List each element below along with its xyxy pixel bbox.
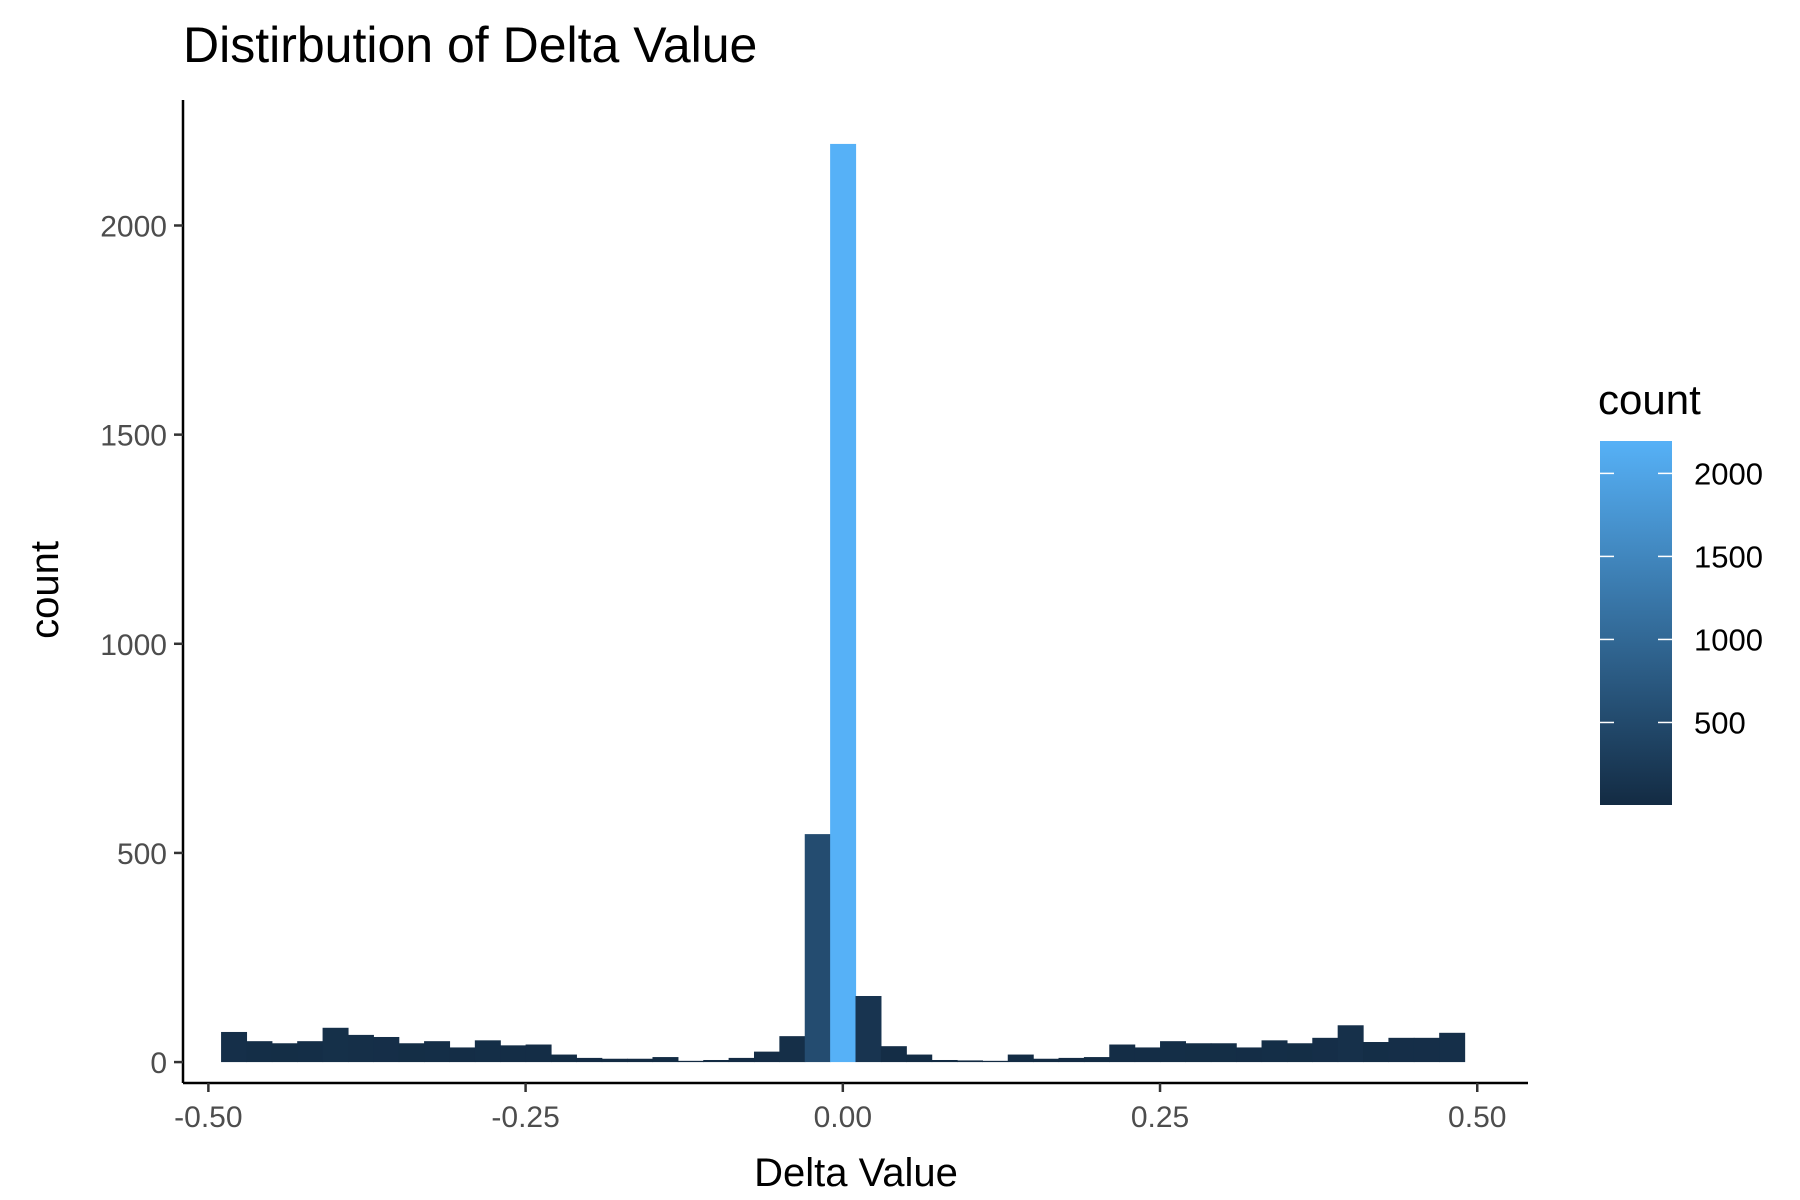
histogram-bar — [449, 1047, 476, 1063]
histogram-bar — [525, 1044, 552, 1063]
histogram-bar — [1058, 1057, 1085, 1063]
histogram-bar — [474, 1040, 501, 1063]
histogram-bar — [1236, 1047, 1263, 1063]
histogram-bar — [601, 1058, 628, 1063]
histogram-bar — [855, 995, 882, 1063]
histogram-bar — [703, 1059, 730, 1063]
legend-label: 2000 — [1694, 456, 1763, 491]
histogram-bar — [500, 1045, 527, 1063]
color-legend: count 500 1000 1500 2000 — [1598, 376, 1763, 805]
histogram-bar — [627, 1058, 654, 1063]
legend-colorbar — [1600, 441, 1672, 805]
histogram-bar — [398, 1043, 425, 1063]
histogram-bar — [424, 1041, 451, 1063]
histogram-bar — [779, 1036, 806, 1063]
bars-group — [221, 143, 1466, 1063]
histogram-bar — [830, 143, 857, 1063]
histogram-bar — [880, 1046, 907, 1063]
legend-label: 1000 — [1694, 622, 1763, 657]
histogram-bar — [373, 1036, 400, 1063]
y-tick-label: 0 — [150, 1047, 167, 1080]
histogram-bar — [728, 1057, 755, 1063]
histogram-bar — [1007, 1054, 1034, 1063]
histogram-bar — [221, 1031, 248, 1063]
y-axis-title: count — [23, 541, 67, 639]
histogram-bar — [982, 1060, 1009, 1063]
x-tick-label: -0.25 — [491, 1101, 559, 1134]
legend-title: count — [1598, 376, 1701, 423]
y-tick-label: 2000 — [100, 210, 167, 243]
histogram-bar — [1337, 1025, 1364, 1063]
histogram-bar — [1388, 1037, 1415, 1063]
histogram-bar — [1134, 1047, 1161, 1063]
histogram-bar — [1210, 1043, 1237, 1063]
y-tick-label: 1500 — [100, 420, 167, 453]
histogram-bar — [931, 1059, 958, 1063]
y-tick-label: 1000 — [100, 629, 167, 662]
histogram-bar — [1185, 1043, 1212, 1063]
histogram-bar — [1083, 1057, 1110, 1063]
x-axis-ticks: -0.50 -0.25 0.00 0.25 0.50 — [174, 1083, 1506, 1134]
x-tick-label: 0.50 — [1448, 1101, 1506, 1134]
histogram-bar — [652, 1057, 679, 1063]
x-tick-label: 0.00 — [814, 1101, 872, 1134]
legend-label: 500 — [1694, 705, 1746, 740]
legend-ticks: 500 1000 1500 2000 — [1600, 456, 1763, 740]
histogram-bar — [1033, 1058, 1060, 1063]
histogram-bar — [753, 1051, 780, 1063]
legend-label: 1500 — [1694, 539, 1763, 574]
histogram-bar — [1286, 1043, 1313, 1063]
histogram-bar — [906, 1054, 933, 1063]
histogram-bar — [1363, 1042, 1390, 1063]
x-tick-label: 0.25 — [1131, 1101, 1189, 1134]
x-tick-label: -0.50 — [174, 1101, 242, 1134]
histogram-bar — [1413, 1037, 1440, 1063]
histogram-bar — [1312, 1037, 1339, 1063]
histogram-bar — [1109, 1044, 1136, 1063]
x-axis-title: Delta Value — [754, 1151, 958, 1195]
histogram-bar — [347, 1034, 374, 1063]
histogram-bar — [271, 1043, 298, 1063]
histogram-bar — [576, 1057, 603, 1063]
histogram-bar — [1160, 1041, 1187, 1063]
histogram-bar — [804, 834, 831, 1063]
histogram-bar — [297, 1041, 324, 1063]
chart-title: Distirbution of Delta Value — [183, 17, 757, 73]
histogram-bar — [550, 1054, 577, 1063]
y-axis-ticks: 0 500 1000 1500 2000 — [100, 210, 183, 1080]
histogram-bar — [957, 1060, 983, 1063]
y-tick-label: 500 — [117, 838, 167, 871]
histogram-bar — [677, 1060, 704, 1063]
histogram-bar — [1439, 1032, 1466, 1063]
histogram-bar — [322, 1027, 349, 1063]
histogram-bar — [246, 1041, 273, 1063]
histogram-bar — [1261, 1040, 1288, 1063]
